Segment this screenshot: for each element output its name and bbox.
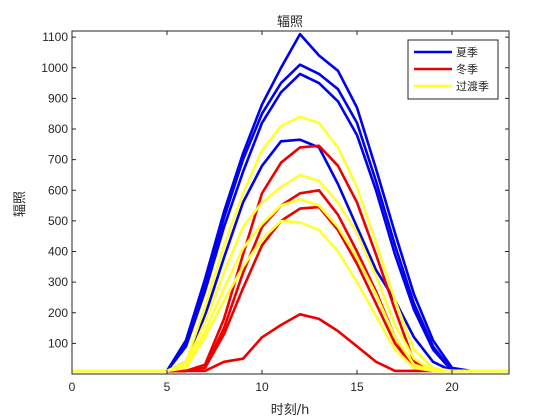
y-tick-label: 100	[48, 336, 68, 350]
series-layer	[72, 32, 509, 373]
x-tick-label: 20	[445, 380, 459, 394]
y-axis-label: 辐照	[13, 191, 28, 217]
legend-label: 冬季	[456, 62, 478, 76]
x-ticks: 0 5 10 15 20	[69, 31, 459, 394]
series-line-6	[72, 189, 509, 373]
series-line-12	[72, 219, 509, 373]
chart-title: 辐照	[277, 15, 303, 30]
series-line-4	[72, 138, 509, 373]
y-tick-label: 500	[48, 214, 68, 228]
y-tick-label: 300	[48, 275, 68, 289]
x-tick-label: 5	[164, 380, 171, 394]
plot-frame	[71, 30, 510, 375]
y-tick-label: 600	[48, 183, 68, 197]
series-line-11	[72, 198, 509, 373]
y-tick-label: 900	[48, 91, 68, 105]
y-ticks: 100 200 300 400 500 600 700 800 900 1000 1100	[41, 30, 509, 350]
series-line-7	[72, 205, 509, 373]
legend-label: 夏季	[456, 46, 478, 59]
series-line-10	[72, 173, 509, 373]
y-tick-label: 1100	[42, 30, 68, 44]
series-line-2	[72, 63, 509, 373]
y-tick-label: 200	[48, 306, 68, 320]
y-tick-label: 800	[48, 122, 68, 136]
y-tick-label: 700	[48, 153, 68, 167]
legend-label: 过渡季	[456, 79, 489, 93]
x-tick-label: 0	[69, 380, 76, 394]
x-axis-label: 时刻/h	[271, 403, 310, 418]
x-tick-label: 10	[255, 380, 269, 394]
y-tick-label: 400	[48, 245, 68, 259]
y-tick-label: 1000	[41, 61, 68, 75]
x-tick-label: 15	[350, 380, 364, 394]
